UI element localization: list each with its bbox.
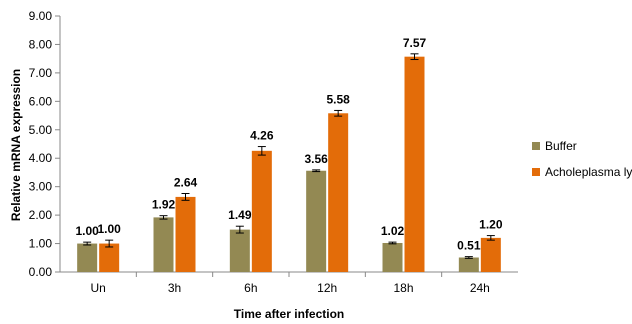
y-tick-label: 5.00	[29, 123, 53, 137]
bar-buffer-3h	[153, 217, 174, 272]
bar-acholeplasma-3h	[175, 196, 196, 272]
bar-acholeplasma-12h	[328, 113, 349, 272]
y-tick-label: 0.00	[29, 265, 53, 279]
bar-buffer-24h	[458, 257, 479, 272]
y-tick-label: 1.00	[29, 237, 53, 251]
y-tick-label: 6.00	[29, 94, 53, 108]
legend-swatch	[532, 142, 540, 150]
y-tick-label: 4.00	[29, 151, 53, 165]
x-axis: Un 3h 6h 12h 18h 24h	[60, 271, 518, 295]
bar-buffer-18h	[382, 242, 403, 272]
data-label: 4.26	[250, 129, 274, 143]
legend-swatch	[532, 168, 540, 176]
data-label: 1.00	[75, 224, 99, 238]
data-label: 1.02	[381, 224, 405, 238]
bar-acholeplasma-18h	[404, 56, 425, 273]
legend-label: Buffer	[545, 139, 577, 153]
y-tick-label: 8.00	[29, 37, 53, 51]
legend-label: Acholeplasma lysate	[545, 165, 632, 179]
bar-acholeplasma-24h	[480, 237, 501, 272]
data-label: 7.57	[403, 36, 427, 50]
data-label: 2.64	[174, 175, 198, 189]
data-label: 5.58	[326, 92, 350, 106]
y-axis-title: Relative mRNA expression	[9, 69, 23, 221]
data-label: 3.56	[304, 152, 328, 166]
y-tick-label: 9.00	[29, 9, 53, 23]
data-label: 0.51	[457, 239, 481, 253]
x-tick-label: 6h	[244, 281, 257, 295]
bars	[77, 53, 501, 273]
data-label: 1.92	[152, 198, 176, 212]
x-axis-title: Time after infection	[234, 307, 344, 321]
bar-buffer-6h	[229, 229, 250, 272]
data-labels: 1.00 1.92 1.49 3.56 1.02 0.51 1.00 2.64 4.26 5.58…	[75, 36, 502, 253]
bar-acholeplasma-6h	[251, 150, 272, 272]
y-tick-label: 2.00	[29, 208, 53, 222]
data-label: 1.20	[479, 218, 503, 232]
legend: Buffer Acholeplasma lysate	[532, 139, 632, 179]
data-label: 1.00	[97, 222, 121, 236]
bar-buffer-12h	[306, 170, 327, 272]
x-tick-label: 18h	[393, 281, 413, 295]
x-tick-label: Un	[90, 281, 105, 295]
bar-buffer-un	[77, 243, 98, 272]
data-label: 1.49	[228, 208, 252, 222]
y-tick-label: 3.00	[29, 180, 53, 194]
x-tick-label: 3h	[168, 281, 181, 295]
x-tick-label: 24h	[470, 281, 490, 295]
y-tick-label: 7.00	[29, 66, 53, 80]
x-tick-label: 12h	[317, 281, 337, 295]
y-axis: 0.00 1.00 2.00 3.00 4.00 5.00 6.00 7.00 8.00 9.00	[29, 9, 61, 279]
bar-acholeplasma-un	[99, 243, 120, 272]
